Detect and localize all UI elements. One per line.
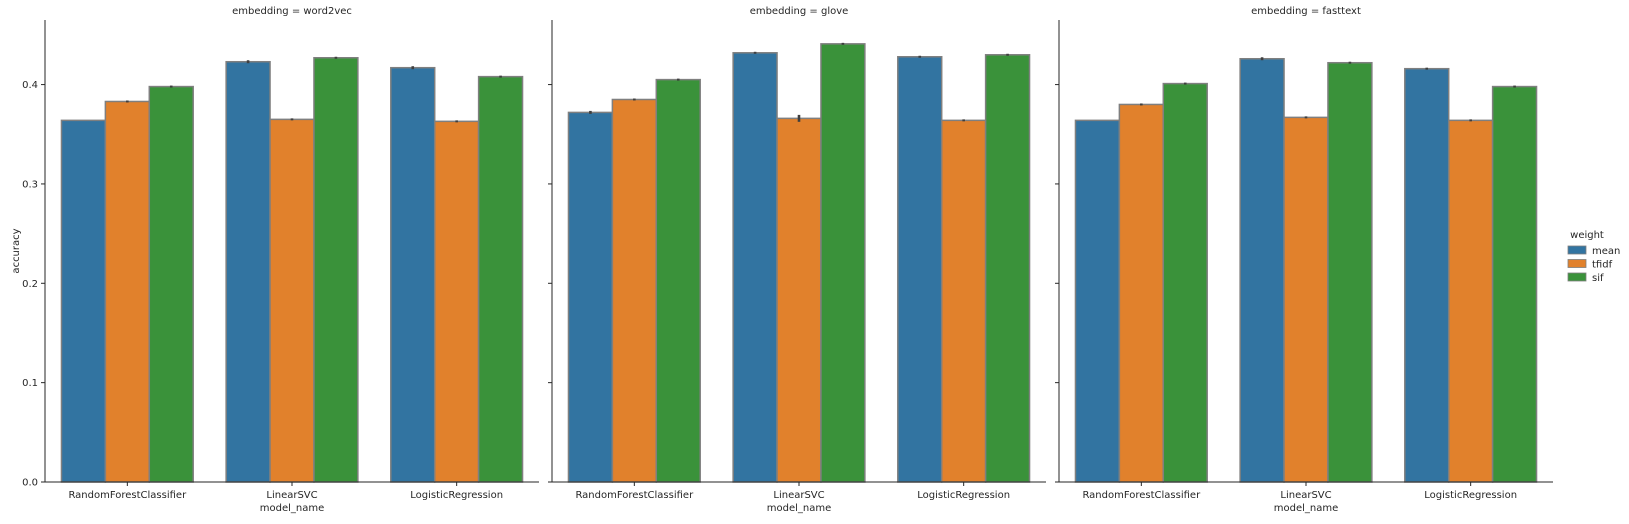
- legend-title: weight: [1570, 230, 1604, 241]
- bar-sif: [477, 75, 524, 483]
- x-tick-label: LogisticRegression: [1424, 490, 1517, 501]
- x-tick-label: RandomForestClassifier: [575, 490, 694, 501]
- x-tick-label: LinearSVC: [1280, 490, 1331, 501]
- bar-tfidf: [433, 120, 480, 483]
- bar-tfidf: [611, 98, 658, 483]
- bar-tfidf: [1283, 116, 1329, 483]
- x-axis-label: model_name: [767, 503, 832, 514]
- x-tick-label: RandomForestClassifier: [68, 490, 187, 501]
- y-tick-label: 0.4: [22, 80, 38, 91]
- x-tick-label: LogisticRegression: [410, 490, 503, 501]
- legend-swatch-sif: [1567, 272, 1587, 282]
- y-tick-label: 0.0: [22, 478, 38, 489]
- facet-panel-3: embedding = fasttext: [1055, 6, 1553, 486]
- bar-mean: [1239, 57, 1285, 483]
- bar-sif: [313, 57, 359, 483]
- facet-panel-1: embedding = word2vec: [41, 6, 539, 486]
- y-axis-label: accuracy: [11, 228, 22, 273]
- bar-mean: [1074, 119, 1121, 483]
- bar-mean: [732, 52, 778, 483]
- x-axis-label: model_name: [260, 503, 325, 514]
- legend-label-mean: mean: [1592, 246, 1620, 257]
- x-tick-label: LinearSVC: [266, 490, 317, 501]
- bar-tfidf: [269, 118, 315, 483]
- bar-tfidf: [940, 119, 987, 483]
- facet-title: embedding = fasttext: [1251, 6, 1361, 17]
- bar-mean: [1404, 67, 1450, 483]
- y-tick-label: 0.2: [22, 279, 38, 290]
- facet-title: embedding = glove: [750, 6, 849, 17]
- bar-sif: [1327, 61, 1373, 483]
- bar-mean: [60, 119, 107, 483]
- x-tick-label: RandomForestClassifier: [1082, 490, 1201, 501]
- bar-sif: [148, 85, 194, 483]
- y-tick-label: 0.1: [22, 378, 38, 389]
- x-tick-label: LogisticRegression: [917, 490, 1010, 501]
- y-tick-label: 0.3: [22, 179, 38, 190]
- bar-sif: [984, 54, 1031, 483]
- bar-tfidf: [1118, 103, 1165, 483]
- bar-mean: [897, 56, 943, 483]
- bar-sif: [1491, 85, 1538, 483]
- bar-mean: [390, 66, 436, 483]
- legend-label-sif: sif: [1592, 273, 1604, 284]
- x-tick-label: LinearSVC: [773, 490, 824, 501]
- facet-title: embedding = word2vec: [232, 6, 352, 17]
- legend-swatch-mean: [1567, 245, 1587, 255]
- bar-tfidf: [104, 100, 151, 483]
- bar-mean: [567, 111, 614, 483]
- legend-swatch-tfidf: [1567, 259, 1587, 268]
- facet-panel-2: embedding = glove: [548, 6, 1046, 486]
- x-axis-label: model_name: [1274, 503, 1339, 514]
- bar-mean: [225, 60, 271, 483]
- bar-sif: [820, 43, 866, 483]
- bar-sif: [655, 78, 701, 483]
- legend-label-tfidf: tfidf: [1592, 260, 1613, 271]
- bar-tfidf: [1447, 119, 1494, 483]
- bar-tfidf: [776, 117, 822, 483]
- bar-sif: [1162, 82, 1208, 483]
